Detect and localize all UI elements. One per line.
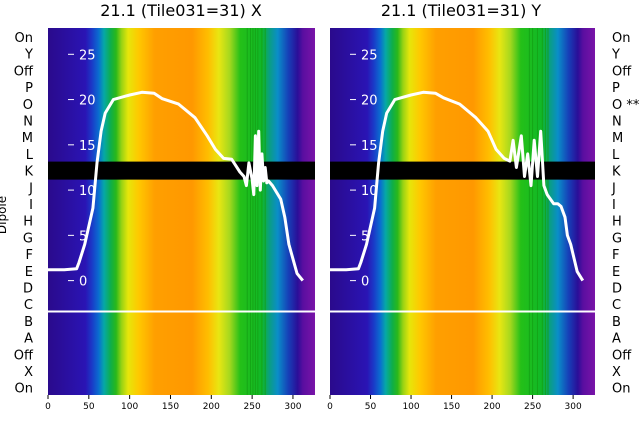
overlay-tick-label: 0 — [361, 275, 369, 290]
row-label: A — [612, 332, 621, 347]
row-label: O — [23, 98, 33, 113]
heatmap-background — [330, 28, 595, 395]
x-tick-label: 250 — [244, 402, 261, 412]
flagged-row — [48, 161, 315, 180]
overlay-tick-label: 10 — [79, 184, 96, 199]
x-tick-label: 150 — [443, 402, 460, 412]
row-label: Y — [24, 48, 33, 63]
overlay-tick-label: 10 — [361, 184, 378, 199]
row-label: On — [15, 31, 33, 46]
row-label: P — [25, 81, 33, 96]
flagged-row — [330, 161, 595, 180]
overlay-tick-label: 25 — [79, 48, 96, 63]
row-label: P — [612, 81, 620, 96]
overlay-tick-label: 5 — [361, 229, 369, 244]
row-label: Off — [612, 348, 632, 363]
x-tick-label: 50 — [365, 402, 377, 412]
row-label: B — [24, 315, 33, 330]
overlay-series-line — [48, 90, 304, 282]
row-label: E — [25, 265, 33, 280]
row-label: Off — [14, 348, 34, 363]
row-label: E — [612, 265, 620, 280]
row-label: O ** — [612, 98, 640, 113]
row-label: N — [23, 115, 33, 130]
overlay-tick-label: 5 — [79, 229, 87, 244]
left-panel-title: 21.1 (Tile031=31) X — [100, 1, 262, 20]
divider-line — [330, 310, 595, 313]
overlay-series-line — [330, 90, 585, 282]
row-label: L — [612, 148, 620, 163]
row-label: G — [23, 231, 33, 246]
row-label: X — [612, 365, 621, 380]
row-label: H — [612, 215, 622, 230]
row-label: G — [612, 231, 622, 246]
row-label: M — [22, 131, 33, 146]
row-label: N — [612, 115, 622, 130]
row-label: Off — [612, 64, 632, 79]
heatmap-background — [48, 28, 315, 395]
row-label: K — [612, 165, 621, 180]
x-tick-label: 100 — [402, 402, 419, 412]
overlay-tick-label: 20 — [361, 94, 378, 109]
row-label: On — [612, 382, 630, 397]
overlay-tick-label: 15 — [361, 139, 378, 154]
x-tick-label: 0 — [327, 402, 333, 412]
overlay-tick-label: 25 — [361, 48, 378, 63]
x-tick-label: 0 — [45, 402, 51, 412]
row-label: On — [15, 382, 33, 397]
row-label: I — [612, 198, 616, 213]
row-label: D — [23, 282, 33, 297]
row-label: D — [612, 282, 622, 297]
overlay-tick-label: 15 — [79, 139, 96, 154]
row-label: F — [612, 248, 619, 263]
row-label: C — [24, 298, 33, 313]
right-panel-title: 21.1 (Tile031=31) Y — [381, 1, 542, 20]
x-tick-label: 250 — [524, 402, 541, 412]
row-label: K — [24, 165, 33, 180]
divider-line — [48, 310, 315, 313]
row-label: On — [612, 31, 630, 46]
row-label: B — [612, 315, 621, 330]
x-tick-label: 200 — [203, 402, 220, 412]
row-label: F — [26, 248, 33, 263]
overlay-tick-label: 20 — [79, 94, 96, 109]
row-label: X — [24, 365, 33, 380]
y-axis-label: Dipole — [0, 196, 9, 234]
x-tick-label: 150 — [162, 402, 179, 412]
row-label: L — [26, 148, 34, 163]
row-label: M — [612, 131, 623, 146]
row-label: C — [612, 298, 621, 313]
x-tick-label: 200 — [483, 402, 500, 412]
row-label: H — [23, 215, 33, 230]
row-label: A — [24, 332, 33, 347]
x-tick-label: 100 — [121, 402, 138, 412]
row-label: J — [28, 181, 33, 196]
row-label: J — [611, 181, 616, 196]
x-tick-label: 50 — [83, 402, 95, 412]
row-label: Off — [14, 64, 34, 79]
x-tick-label: 300 — [565, 402, 582, 412]
x-tick-label: 300 — [284, 402, 301, 412]
row-label: Y — [611, 48, 620, 63]
overlay-tick-label: 0 — [79, 275, 87, 290]
row-label: I — [29, 198, 33, 213]
